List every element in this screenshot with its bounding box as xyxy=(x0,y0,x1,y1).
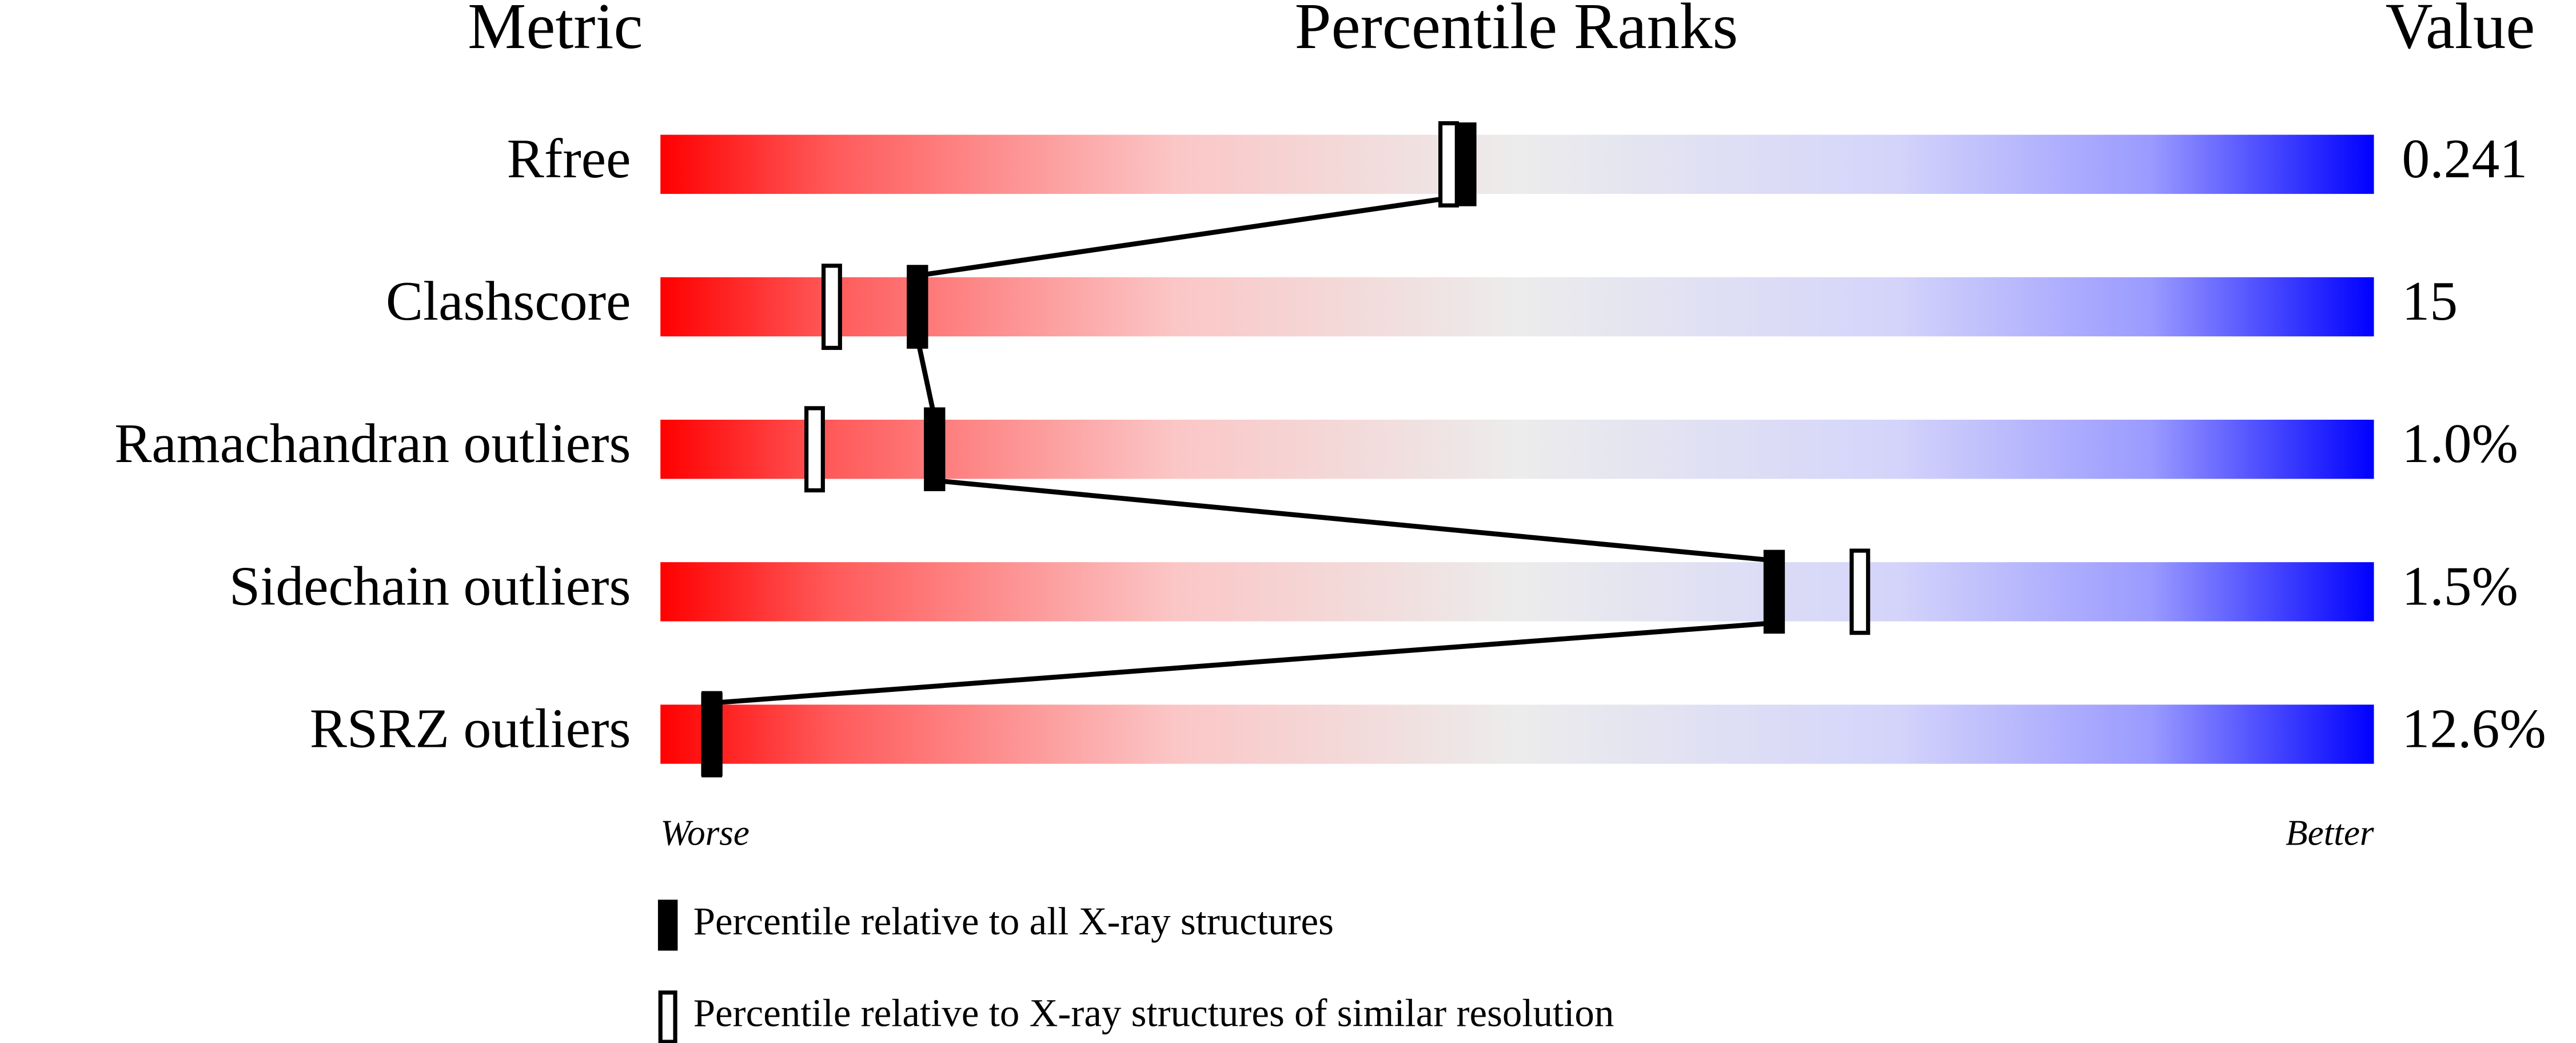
legend-label: Percentile relative to X-ray structures … xyxy=(693,992,1614,1035)
metric-value: 1.0% xyxy=(2402,413,2518,475)
percentile-bar xyxy=(660,277,2374,337)
similar-resolution-marker xyxy=(1849,548,1871,635)
all-structures-marker xyxy=(1763,550,1785,634)
percentile-bar xyxy=(660,704,2374,764)
connector-line xyxy=(917,193,1466,278)
axis-end-label: Worse xyxy=(660,813,749,853)
metric-label: RSRZ outliers xyxy=(310,698,631,759)
metric-value: 12.6% xyxy=(2402,698,2546,759)
all-structures-marker xyxy=(924,407,946,491)
all-structures-marker xyxy=(701,692,723,777)
connector-line xyxy=(915,337,938,419)
connector-line xyxy=(934,478,1775,563)
all-structures-marker xyxy=(1455,122,1477,206)
legend-label: Percentile relative to all X-ray structu… xyxy=(693,899,1334,943)
metric-value: 1.5% xyxy=(2402,555,2518,617)
percentile-bar xyxy=(660,562,2374,622)
column-header: Percentile Ranks xyxy=(1295,0,1738,62)
percentile-bar xyxy=(660,134,2374,194)
legend-swatch xyxy=(657,899,678,951)
all-structures-marker xyxy=(907,265,928,349)
percentile-bar xyxy=(660,419,2374,479)
similar-resolution-marker xyxy=(804,406,825,493)
connector-line xyxy=(711,620,1775,706)
metric-label: Clashscore xyxy=(386,270,631,332)
metric-value: 0.241 xyxy=(2402,128,2527,190)
legend-swatch xyxy=(658,990,677,1043)
similar-resolution-marker xyxy=(1438,121,1459,208)
metric-label: Rfree xyxy=(507,128,631,190)
similar-resolution-marker xyxy=(822,264,842,350)
metric-value: 15 xyxy=(2402,270,2458,332)
axis-end-label: Better xyxy=(2286,813,2374,853)
column-header: Metric xyxy=(468,0,643,62)
column-header: Value xyxy=(2386,0,2535,62)
metric-label: Ramachandran outliers xyxy=(114,413,631,475)
metric-label: Sidechain outliers xyxy=(229,555,631,617)
